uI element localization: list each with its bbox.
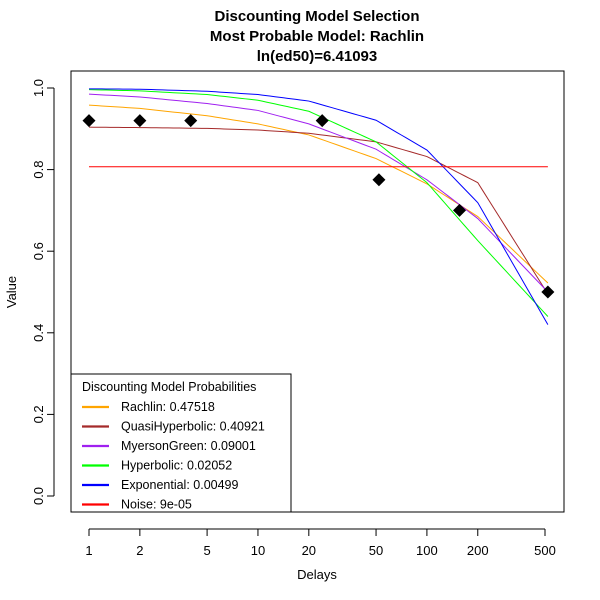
title-line-1: Discounting Model Selection — [214, 8, 419, 25]
legend-entry-noise: Noise: 9e-05 — [121, 498, 192, 512]
y-tick-label: 0.0 — [31, 487, 46, 505]
x-tick-label: 500 — [534, 543, 556, 558]
y-tick-label: 1.0 — [31, 79, 46, 97]
legend-title: Discounting Model Probabilities — [82, 380, 256, 394]
data-point — [315, 114, 329, 128]
data-point — [453, 203, 467, 217]
data-point — [541, 285, 555, 299]
y-tick-label: 0.2 — [31, 405, 46, 423]
x-tick-label: 1 — [85, 543, 92, 558]
series-line-hyperbolic — [88, 89, 549, 317]
y-tick-label: 0.6 — [31, 242, 46, 260]
x-tick-label: 2 — [136, 543, 143, 558]
x-tick-label: 100 — [416, 543, 438, 558]
plot-frame — [70, 70, 565, 513]
x-tick-label: 200 — [467, 543, 489, 558]
y-axis-label: Value — [4, 276, 19, 308]
series-line-exponential — [88, 88, 549, 325]
x-tick-label: 20 — [302, 543, 316, 558]
chart-title: Discounting Model Selection Most Probabl… — [210, 8, 424, 65]
legend-box — [70, 373, 292, 513]
legend-entry-hyperbolic: Hyperbolic: 0.02052 — [121, 459, 232, 473]
axes: 1 2 5 10 20 50 100 200 500 0.0 0.2 0.4 0.6 0.8 1.0 — [31, 79, 556, 558]
legend-entry-quasihyperbolic: QuasiHyperbolic: 0.40921 — [121, 420, 265, 434]
x-tick-label: 5 — [203, 543, 210, 558]
data-point — [184, 114, 198, 128]
x-tick-label: 10 — [251, 543, 265, 558]
y-tick-label: 0.8 — [31, 161, 46, 179]
x-tick-label: 50 — [369, 543, 383, 558]
data-point — [82, 114, 96, 128]
legend-entry-myersongreen: MyersonGreen: 0.09001 — [121, 439, 256, 453]
data-point — [372, 173, 386, 187]
legend: Discounting Model Probabilities Rachlin:… — [70, 373, 292, 513]
legend-entry-exponential: Exponential: 0.00499 — [121, 478, 239, 492]
title-line-3: ln(ed50)=6.41093 — [257, 48, 378, 65]
title-line-2: Most Probable Model: Rachlin — [210, 28, 424, 45]
series-line-quasihyperbolic — [88, 126, 549, 295]
plot-area — [82, 88, 555, 325]
legend-entry-rachlin: Rachlin: 0.47518 — [121, 400, 215, 414]
data-point — [133, 114, 147, 128]
y-tick-label: 0.4 — [31, 324, 46, 342]
x-axis-label: Delays — [297, 567, 337, 582]
